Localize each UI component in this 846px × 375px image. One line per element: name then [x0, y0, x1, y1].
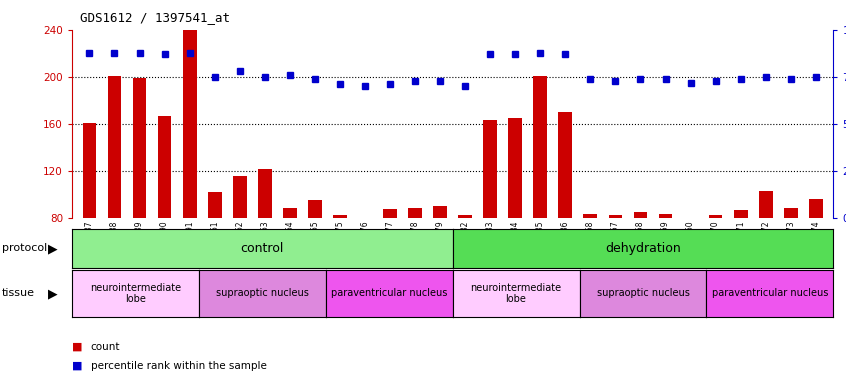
- Bar: [208, 192, 222, 217]
- Text: supraoptic nucleus: supraoptic nucleus: [596, 288, 689, 298]
- Bar: [133, 78, 146, 218]
- Bar: [83, 123, 96, 218]
- Bar: [183, 29, 196, 218]
- Text: tissue: tissue: [2, 288, 35, 298]
- Text: neurointermediate
lobe: neurointermediate lobe: [90, 283, 181, 304]
- Bar: [733, 210, 748, 218]
- Text: count: count: [91, 342, 120, 352]
- Text: supraoptic nucleus: supraoptic nucleus: [216, 288, 309, 298]
- Bar: [459, 215, 472, 217]
- Text: ■: ■: [72, 361, 82, 370]
- Bar: [809, 199, 822, 217]
- Text: ■: ■: [72, 342, 82, 352]
- Bar: [558, 112, 572, 218]
- Text: dehydration: dehydration: [605, 242, 681, 255]
- Bar: [433, 206, 447, 218]
- Bar: [157, 116, 172, 218]
- Bar: [759, 190, 772, 217]
- Bar: [107, 76, 121, 217]
- Bar: [659, 214, 673, 217]
- Text: control: control: [240, 242, 284, 255]
- Bar: [483, 120, 497, 218]
- Text: paraventricular nucleus: paraventricular nucleus: [711, 288, 828, 298]
- Bar: [408, 208, 422, 218]
- Bar: [608, 215, 623, 217]
- Text: GDS1612 / 1397541_at: GDS1612 / 1397541_at: [80, 11, 230, 24]
- Bar: [784, 208, 798, 218]
- Bar: [383, 209, 397, 218]
- Bar: [533, 76, 547, 217]
- Bar: [634, 211, 647, 217]
- Text: percentile rank within the sample: percentile rank within the sample: [91, 361, 266, 370]
- Bar: [333, 215, 347, 217]
- Text: ▶: ▶: [47, 287, 58, 300]
- Bar: [584, 214, 597, 217]
- Text: paraventricular nucleus: paraventricular nucleus: [331, 288, 448, 298]
- Bar: [709, 215, 722, 217]
- Bar: [508, 118, 522, 218]
- Text: protocol: protocol: [2, 243, 47, 254]
- Bar: [233, 177, 246, 218]
- Text: ▶: ▶: [47, 242, 58, 255]
- Text: neurointermediate
lobe: neurointermediate lobe: [470, 283, 562, 304]
- Bar: [283, 208, 297, 218]
- Bar: [258, 170, 272, 217]
- Bar: [308, 200, 321, 217]
